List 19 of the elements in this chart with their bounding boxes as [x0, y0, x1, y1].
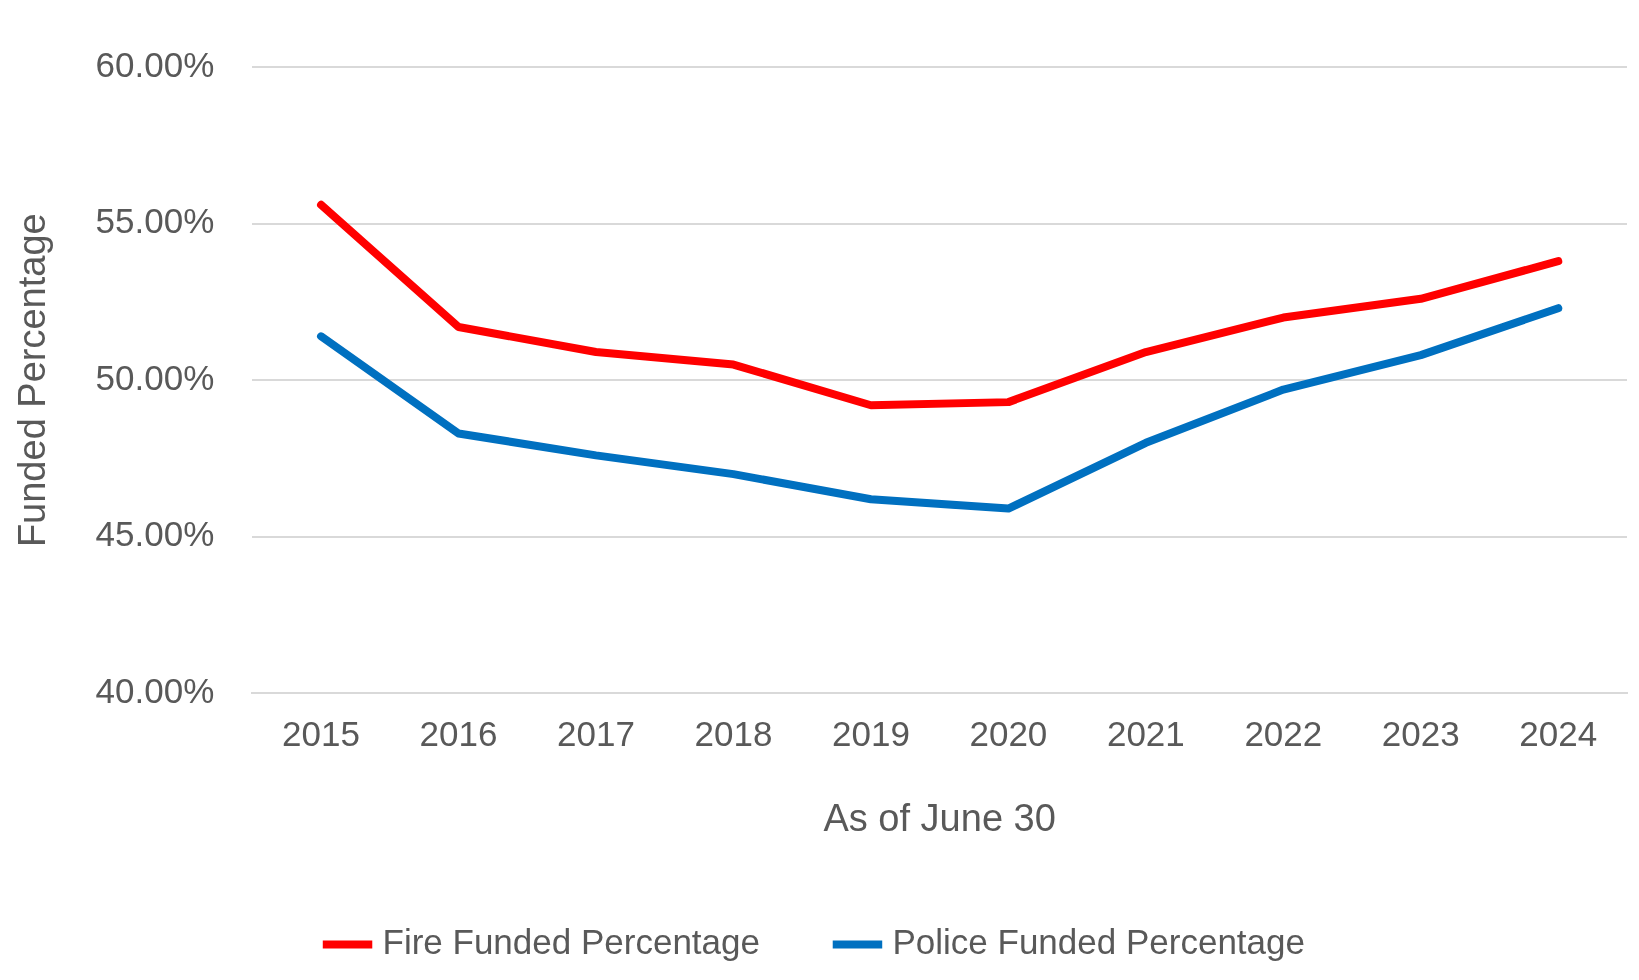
y-tick-label: 50.00%	[95, 357, 215, 397]
x-tick-label: 2017	[557, 714, 635, 754]
legend-label: Fire Funded Percentage	[382, 922, 760, 962]
x-tick-label: 2018	[694, 714, 773, 754]
legend-label: Police Funded Percentage	[892, 922, 1305, 962]
x-tick-label: 2016	[419, 714, 498, 754]
x-tick-label: 2022	[1244, 714, 1323, 754]
x-tick-label: 2020	[969, 714, 1048, 754]
y-tick-label: 60.00%	[95, 44, 215, 84]
y-tick-label: 55.00%	[95, 201, 215, 241]
x-tick-label: 2023	[1381, 714, 1460, 754]
y-tick-label: 40.00%	[95, 671, 215, 711]
x-tick-label: 2024	[1519, 714, 1598, 754]
y-tick-label: 45.00%	[95, 514, 215, 554]
x-tick-label: 2021	[1106, 714, 1185, 754]
x-axis-title: As of June 30	[823, 796, 1056, 839]
y-axis-title: Funded Percentage	[11, 213, 54, 548]
x-tick-label: 2015	[282, 714, 360, 754]
x-tick-label: 2019	[831, 714, 910, 754]
